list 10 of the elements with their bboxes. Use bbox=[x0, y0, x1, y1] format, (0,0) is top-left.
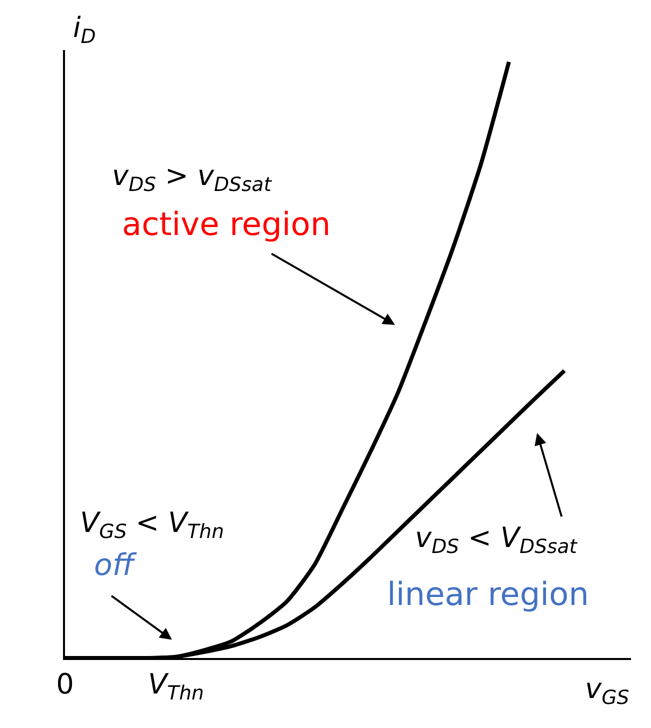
annotation: v$_{DS}$ > v$_{DSsat}$ bbox=[112, 159, 273, 196]
annotation: v$_{DS}$ < V$_{DSsat}$ bbox=[415, 521, 578, 558]
x-tick-label: V$_{Thn}$ bbox=[148, 668, 204, 704]
x-axis-title: v$_{GS}$ bbox=[585, 672, 630, 709]
annotation: active region bbox=[122, 205, 331, 243]
y-axis-title: i$_{D}$ bbox=[73, 11, 96, 48]
x-tick-label: 0 bbox=[56, 668, 74, 701]
annotation: linear region bbox=[387, 575, 589, 613]
annotation: off bbox=[94, 548, 138, 583]
annotation: V$_{GS}$ < V$_{Thn}$ bbox=[80, 506, 224, 543]
